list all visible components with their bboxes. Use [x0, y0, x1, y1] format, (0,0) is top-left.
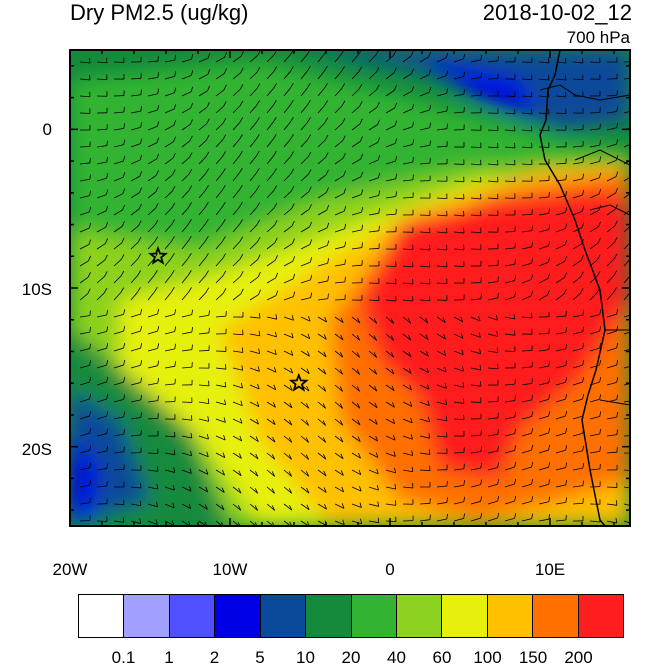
colorbar-swatch [352, 595, 397, 637]
colorbar-label: 10 [284, 648, 328, 668]
colorbar-label: 100 [466, 648, 510, 668]
colorbar-swatch [306, 595, 351, 637]
colorbar-swatch [442, 595, 487, 637]
colorbar-label: 150 [511, 648, 555, 668]
colorbar-swatch [215, 595, 260, 637]
x-tick-label: 20W [30, 560, 110, 580]
colorbar-swatch [533, 595, 578, 637]
x-tick-label: 0 [350, 560, 430, 580]
colorbar-swatch [79, 595, 124, 637]
colorbar-label: 5 [238, 648, 282, 668]
colorbar-swatch [579, 595, 623, 637]
colorbar-swatch [124, 595, 169, 637]
x-tick-label: 10E [510, 560, 590, 580]
colorbar-label: 60 [420, 648, 464, 668]
colorbar-swatch [397, 595, 442, 637]
y-tick-label: 20S [0, 440, 52, 460]
colorbar-label: 200 [557, 648, 601, 668]
colorbar-swatch [261, 595, 306, 637]
colorbar-label: 0.1 [102, 648, 146, 668]
x-tick-label: 10W [190, 560, 270, 580]
y-tick-label: 10S [0, 280, 52, 300]
colorbar-swatch [170, 595, 215, 637]
colorbar-label: 20 [329, 648, 373, 668]
colorbar-label: 2 [193, 648, 237, 668]
colorbar [78, 594, 624, 638]
colorbar-swatch [488, 595, 533, 637]
colorbar-label: 40 [375, 648, 419, 668]
y-tick-label: 0 [0, 120, 52, 140]
colorbar-label: 1 [147, 648, 191, 668]
